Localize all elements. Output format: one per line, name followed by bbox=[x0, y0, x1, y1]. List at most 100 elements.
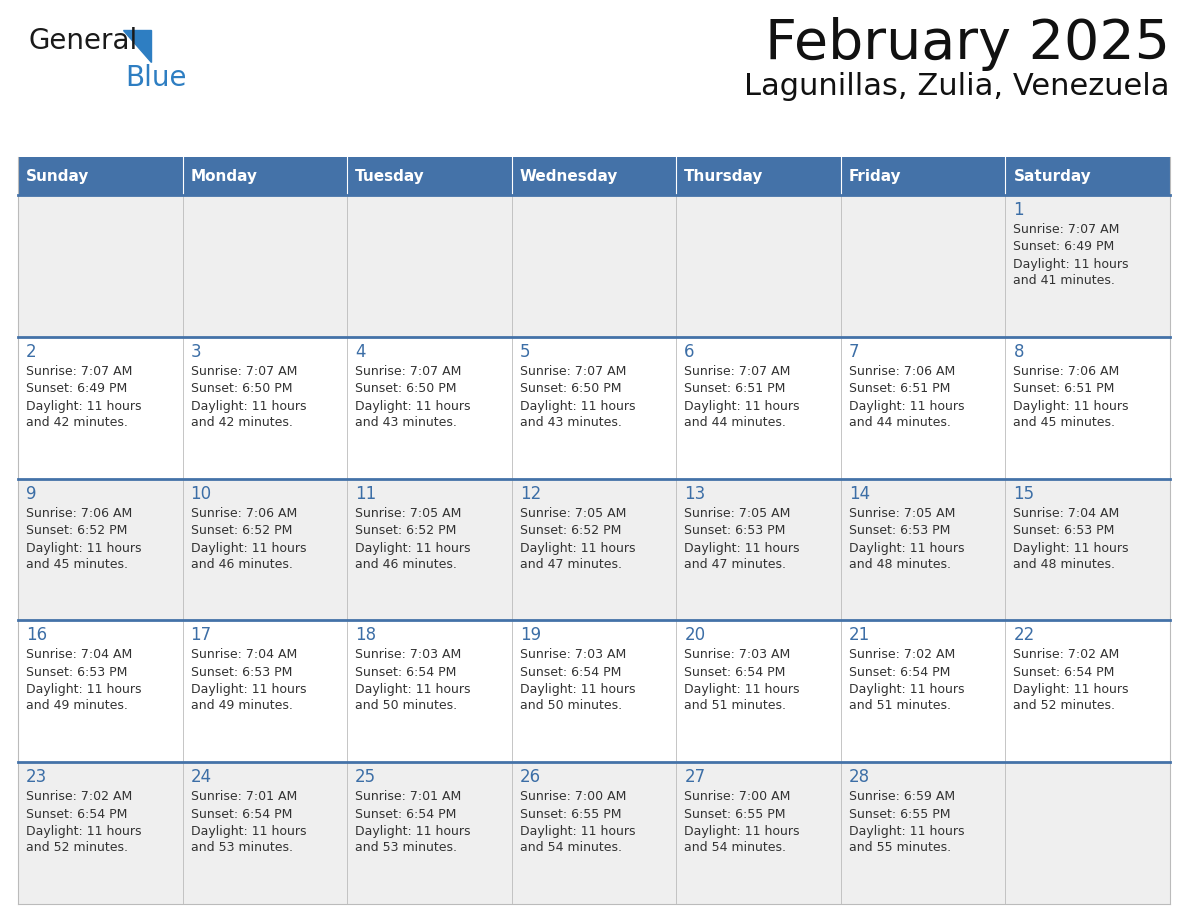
Text: 9: 9 bbox=[26, 485, 37, 502]
Text: 12: 12 bbox=[519, 485, 541, 502]
Text: Daylight: 11 hours
and 54 minutes.: Daylight: 11 hours and 54 minutes. bbox=[684, 825, 800, 855]
Bar bbox=[18, 762, 1170, 904]
Text: Sunrise: 7:00 AM: Sunrise: 7:00 AM bbox=[519, 790, 626, 803]
Text: 28: 28 bbox=[849, 768, 870, 786]
Text: 10: 10 bbox=[190, 485, 211, 502]
Text: Daylight: 11 hours
and 49 minutes.: Daylight: 11 hours and 49 minutes. bbox=[26, 683, 141, 712]
Bar bbox=[841, 157, 1005, 195]
Text: 6: 6 bbox=[684, 342, 695, 361]
Text: Sunrise: 7:06 AM: Sunrise: 7:06 AM bbox=[190, 507, 297, 520]
Text: Sunset: 6:51 PM: Sunset: 6:51 PM bbox=[684, 382, 785, 396]
Text: Daylight: 11 hours
and 47 minutes.: Daylight: 11 hours and 47 minutes. bbox=[684, 542, 800, 571]
Text: 1: 1 bbox=[1013, 201, 1024, 219]
Text: Daylight: 11 hours
and 46 minutes.: Daylight: 11 hours and 46 minutes. bbox=[355, 542, 470, 571]
Text: General: General bbox=[29, 27, 138, 55]
Text: 24: 24 bbox=[190, 768, 211, 786]
Text: Daylight: 11 hours
and 53 minutes.: Daylight: 11 hours and 53 minutes. bbox=[190, 825, 307, 855]
Text: Daylight: 11 hours
and 43 minutes.: Daylight: 11 hours and 43 minutes. bbox=[355, 400, 470, 429]
Text: Daylight: 11 hours
and 43 minutes.: Daylight: 11 hours and 43 minutes. bbox=[519, 400, 636, 429]
Text: Sunrise: 7:07 AM: Sunrise: 7:07 AM bbox=[684, 364, 791, 378]
Text: Sunset: 6:54 PM: Sunset: 6:54 PM bbox=[190, 808, 292, 821]
Text: Daylight: 11 hours
and 41 minutes.: Daylight: 11 hours and 41 minutes. bbox=[1013, 258, 1129, 287]
Text: Sunset: 6:54 PM: Sunset: 6:54 PM bbox=[355, 808, 456, 821]
Text: Sunrise: 7:07 AM: Sunrise: 7:07 AM bbox=[26, 364, 132, 378]
Text: Sunset: 6:53 PM: Sunset: 6:53 PM bbox=[190, 666, 292, 679]
Bar bbox=[18, 478, 1170, 621]
Text: Sunrise: 7:05 AM: Sunrise: 7:05 AM bbox=[849, 507, 955, 520]
Bar bbox=[183, 157, 347, 195]
Bar bbox=[347, 157, 512, 195]
Text: Blue: Blue bbox=[125, 64, 187, 92]
Text: 25: 25 bbox=[355, 768, 377, 786]
Text: Daylight: 11 hours
and 47 minutes.: Daylight: 11 hours and 47 minutes. bbox=[519, 542, 636, 571]
Text: Sunset: 6:54 PM: Sunset: 6:54 PM bbox=[355, 666, 456, 679]
Text: Sunset: 6:52 PM: Sunset: 6:52 PM bbox=[26, 524, 127, 537]
Text: Sunset: 6:50 PM: Sunset: 6:50 PM bbox=[355, 382, 456, 396]
Text: 2: 2 bbox=[26, 342, 37, 361]
Bar bbox=[18, 195, 1170, 337]
Text: Sunset: 6:53 PM: Sunset: 6:53 PM bbox=[1013, 524, 1114, 537]
Bar bbox=[512, 157, 676, 195]
Text: 18: 18 bbox=[355, 626, 377, 644]
Text: 17: 17 bbox=[190, 626, 211, 644]
Text: Sunset: 6:53 PM: Sunset: 6:53 PM bbox=[849, 524, 950, 537]
Text: Sunset: 6:55 PM: Sunset: 6:55 PM bbox=[519, 808, 621, 821]
Text: Daylight: 11 hours
and 52 minutes.: Daylight: 11 hours and 52 minutes. bbox=[1013, 683, 1129, 712]
Bar bbox=[1005, 157, 1170, 195]
Text: Sunrise: 7:03 AM: Sunrise: 7:03 AM bbox=[684, 648, 790, 661]
Text: Daylight: 11 hours
and 46 minutes.: Daylight: 11 hours and 46 minutes. bbox=[190, 542, 307, 571]
Text: Sunrise: 7:05 AM: Sunrise: 7:05 AM bbox=[519, 507, 626, 520]
Text: Sunrise: 7:05 AM: Sunrise: 7:05 AM bbox=[355, 507, 461, 520]
Text: Sunrise: 7:01 AM: Sunrise: 7:01 AM bbox=[355, 790, 461, 803]
Text: Sunrise: 7:01 AM: Sunrise: 7:01 AM bbox=[190, 790, 297, 803]
Text: Daylight: 11 hours
and 49 minutes.: Daylight: 11 hours and 49 minutes. bbox=[190, 683, 307, 712]
Text: Sunrise: 7:07 AM: Sunrise: 7:07 AM bbox=[519, 364, 626, 378]
Bar bbox=[676, 157, 841, 195]
Text: Sunrise: 7:05 AM: Sunrise: 7:05 AM bbox=[684, 507, 791, 520]
Text: Sunrise: 7:07 AM: Sunrise: 7:07 AM bbox=[355, 364, 461, 378]
Text: 3: 3 bbox=[190, 342, 201, 361]
Text: Friday: Friday bbox=[849, 169, 902, 184]
Text: Daylight: 11 hours
and 54 minutes.: Daylight: 11 hours and 54 minutes. bbox=[519, 825, 636, 855]
Text: 22: 22 bbox=[1013, 626, 1035, 644]
Text: 5: 5 bbox=[519, 342, 530, 361]
Text: Sunset: 6:50 PM: Sunset: 6:50 PM bbox=[519, 382, 621, 396]
Text: 16: 16 bbox=[26, 626, 48, 644]
Text: Sunset: 6:54 PM: Sunset: 6:54 PM bbox=[684, 666, 785, 679]
Text: Daylight: 11 hours
and 55 minutes.: Daylight: 11 hours and 55 minutes. bbox=[849, 825, 965, 855]
Text: Sunday: Sunday bbox=[26, 169, 89, 184]
Bar bbox=[18, 157, 183, 195]
Text: Saturday: Saturday bbox=[1013, 169, 1092, 184]
Bar bbox=[18, 621, 1170, 762]
Text: Sunrise: 6:59 AM: Sunrise: 6:59 AM bbox=[849, 790, 955, 803]
Text: Sunrise: 7:06 AM: Sunrise: 7:06 AM bbox=[26, 507, 132, 520]
Text: 19: 19 bbox=[519, 626, 541, 644]
Text: Sunset: 6:54 PM: Sunset: 6:54 PM bbox=[519, 666, 621, 679]
Text: Sunset: 6:52 PM: Sunset: 6:52 PM bbox=[355, 524, 456, 537]
Text: Sunset: 6:54 PM: Sunset: 6:54 PM bbox=[26, 808, 127, 821]
Text: Daylight: 11 hours
and 50 minutes.: Daylight: 11 hours and 50 minutes. bbox=[519, 683, 636, 712]
Text: Sunset: 6:53 PM: Sunset: 6:53 PM bbox=[26, 666, 127, 679]
Text: Sunrise: 7:02 AM: Sunrise: 7:02 AM bbox=[26, 790, 132, 803]
Text: Sunrise: 7:07 AM: Sunrise: 7:07 AM bbox=[190, 364, 297, 378]
Text: Daylight: 11 hours
and 45 minutes.: Daylight: 11 hours and 45 minutes. bbox=[26, 542, 141, 571]
Text: Sunset: 6:54 PM: Sunset: 6:54 PM bbox=[849, 666, 950, 679]
Text: Sunset: 6:51 PM: Sunset: 6:51 PM bbox=[1013, 382, 1114, 396]
Text: Sunrise: 7:04 AM: Sunrise: 7:04 AM bbox=[190, 648, 297, 661]
Text: Sunset: 6:49 PM: Sunset: 6:49 PM bbox=[26, 382, 127, 396]
Text: Lagunillas, Zulia, Venezuela: Lagunillas, Zulia, Venezuela bbox=[745, 72, 1170, 101]
Text: Sunset: 6:49 PM: Sunset: 6:49 PM bbox=[1013, 241, 1114, 253]
Text: Daylight: 11 hours
and 48 minutes.: Daylight: 11 hours and 48 minutes. bbox=[849, 542, 965, 571]
Text: Sunset: 6:51 PM: Sunset: 6:51 PM bbox=[849, 382, 950, 396]
Text: Sunrise: 7:07 AM: Sunrise: 7:07 AM bbox=[1013, 223, 1120, 236]
Text: Wednesday: Wednesday bbox=[519, 169, 618, 184]
Text: 7: 7 bbox=[849, 342, 859, 361]
Text: 27: 27 bbox=[684, 768, 706, 786]
Text: Daylight: 11 hours
and 48 minutes.: Daylight: 11 hours and 48 minutes. bbox=[1013, 542, 1129, 571]
Text: 13: 13 bbox=[684, 485, 706, 502]
Text: Sunset: 6:52 PM: Sunset: 6:52 PM bbox=[519, 524, 621, 537]
Text: Thursday: Thursday bbox=[684, 169, 764, 184]
Text: Daylight: 11 hours
and 42 minutes.: Daylight: 11 hours and 42 minutes. bbox=[190, 400, 307, 429]
Bar bbox=[18, 337, 1170, 478]
Text: Sunrise: 7:04 AM: Sunrise: 7:04 AM bbox=[1013, 507, 1119, 520]
